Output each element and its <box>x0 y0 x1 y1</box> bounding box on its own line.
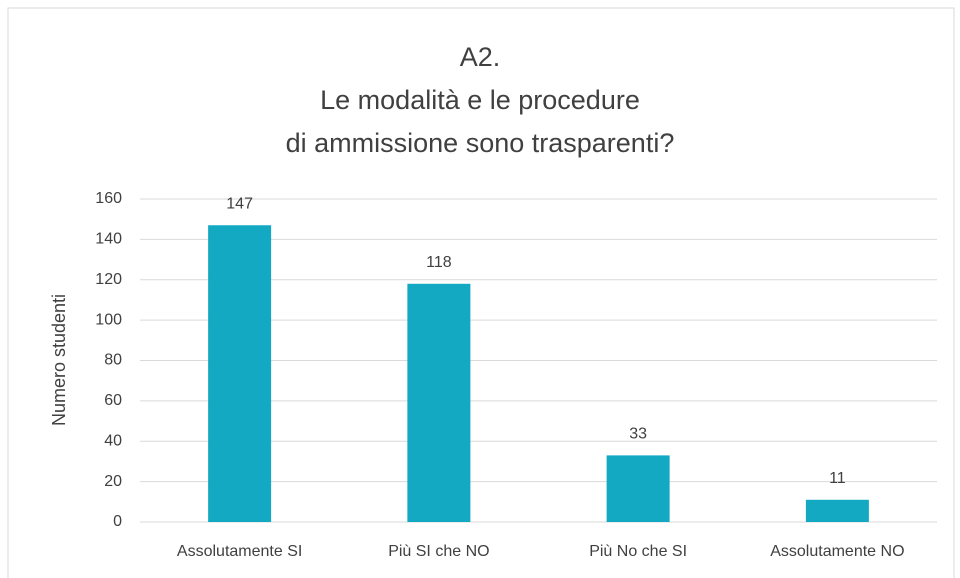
y-tick-label: 20 <box>104 473 122 490</box>
y-tick-label: 160 <box>95 190 122 207</box>
data-label: 33 <box>629 426 647 443</box>
y-tick-label: 140 <box>95 231 122 248</box>
bar <box>407 283 471 522</box>
y-tick-label: 80 <box>104 352 122 369</box>
bar <box>208 225 272 522</box>
data-label: 11 <box>829 470 846 487</box>
y-tick-label: 120 <box>95 271 122 288</box>
x-tick-label: Più SI che NO <box>388 543 489 560</box>
x-tick-label: Assolutamente SI <box>177 543 302 560</box>
y-tick-label: 100 <box>95 311 122 328</box>
chart-title: A2. <box>460 42 501 72</box>
x-tick-label: Più No che SI <box>589 543 687 560</box>
y-tick-label: 40 <box>104 432 122 449</box>
y-axis-label: Numero studenti <box>49 294 69 426</box>
bar <box>805 499 869 522</box>
y-tick-label: 60 <box>104 392 122 409</box>
x-tick-label: Assolutamente NO <box>770 543 904 560</box>
y-tick-label: 0 <box>113 513 122 530</box>
data-label: 147 <box>226 195 253 212</box>
chart-title: di ammissione sono trasparenti? <box>286 128 675 158</box>
chart-frame <box>7 7 955 578</box>
chart-title: Le modalità e le procedure <box>320 85 640 115</box>
data-label: 118 <box>426 254 452 271</box>
bar <box>606 455 670 522</box>
